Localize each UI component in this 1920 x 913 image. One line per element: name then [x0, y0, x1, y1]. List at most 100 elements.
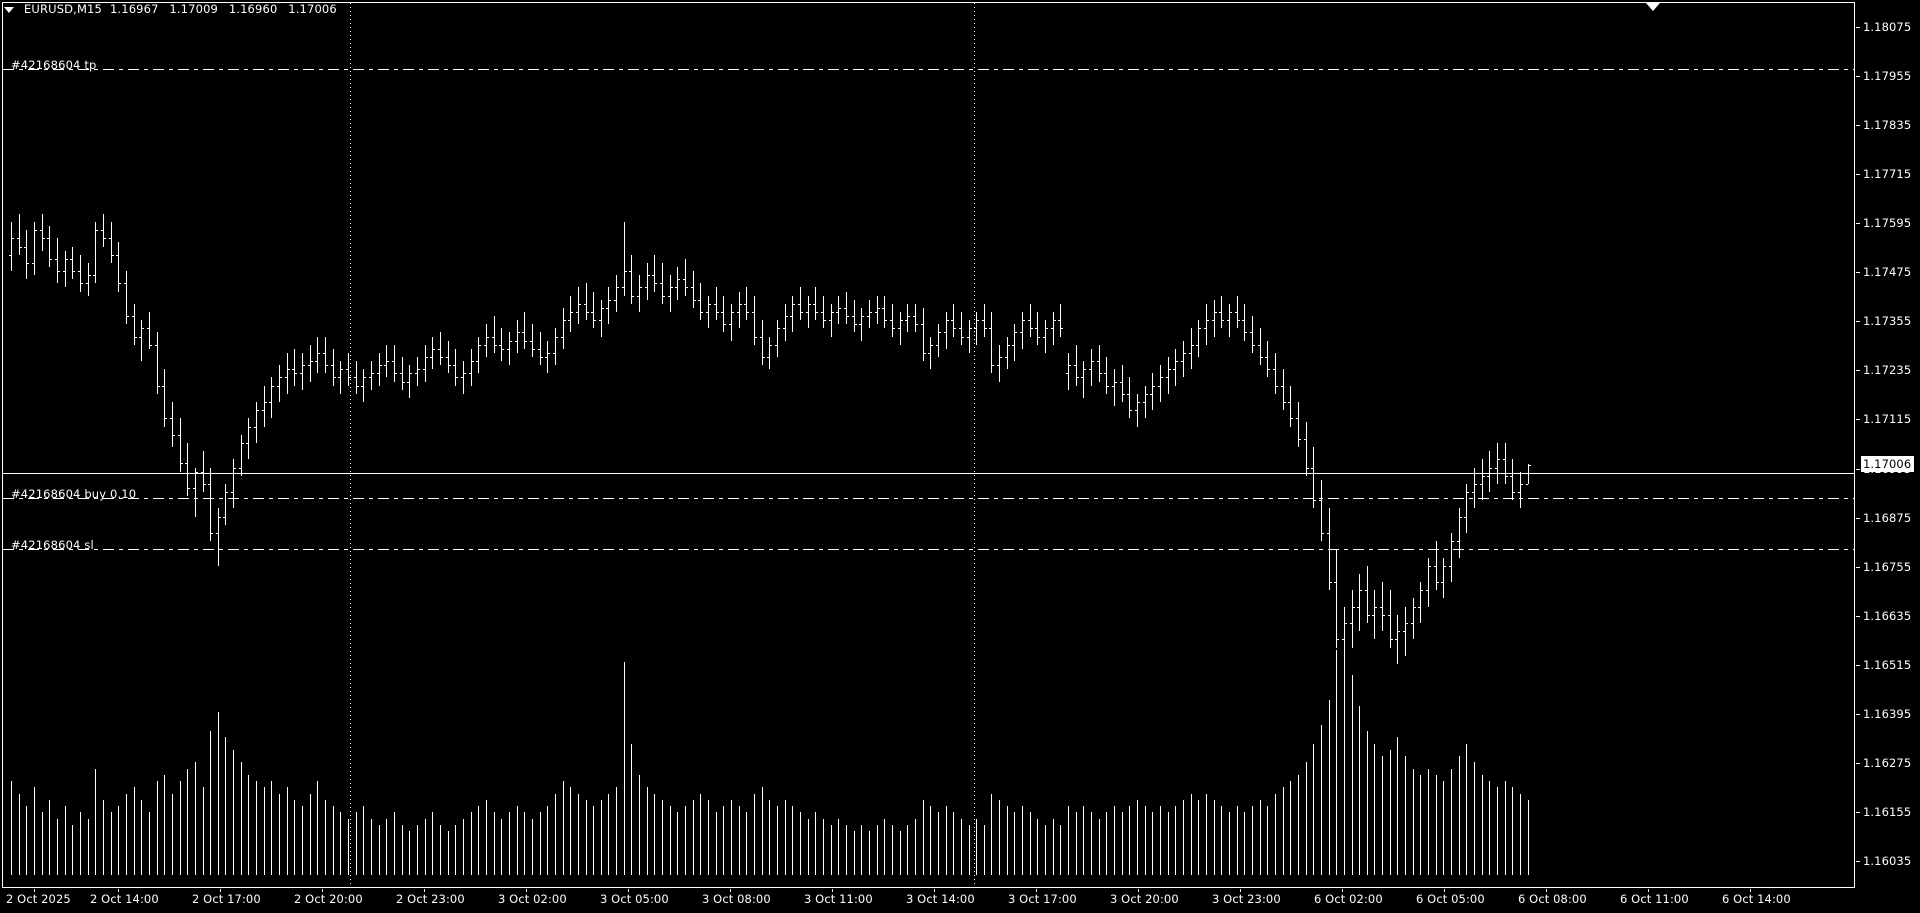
volume-bar — [1083, 806, 1085, 875]
volume-bar — [79, 812, 81, 875]
bar-close-tick — [1145, 393, 1148, 395]
volume-bar — [708, 799, 710, 875]
volume-bar — [317, 781, 319, 875]
volume-bar — [1091, 812, 1093, 875]
bar-open-tick — [16, 238, 19, 240]
bar-high-low — [256, 402, 258, 443]
bar-open-tick — [254, 426, 257, 428]
volume-bar — [18, 793, 20, 875]
bar-close-tick — [1069, 365, 1072, 367]
price-scale[interactable]: 1.18075 1.17955 1.17835 1.17715 1.17595 1.174… — [1856, 2, 1920, 888]
entry-line[interactable] — [3, 498, 1854, 499]
bar-high-low — [1466, 483, 1468, 533]
bar-high-low — [723, 295, 725, 333]
bar-high-low — [309, 344, 311, 382]
price-tick — [1856, 615, 1860, 617]
bar-close-tick — [1298, 438, 1301, 440]
volume-bar — [907, 824, 909, 875]
volume-bar — [1351, 674, 1353, 875]
bar-close-tick — [1505, 475, 1508, 477]
entry-label[interactable]: #42168604 buy 0.10 — [11, 487, 137, 501]
bar-close-tick — [877, 307, 880, 309]
volume-bar — [1366, 731, 1368, 875]
bar-close-tick — [463, 373, 466, 375]
volume-bar — [1428, 768, 1430, 875]
bar-high-low — [547, 340, 549, 374]
bar-high-low — [56, 238, 58, 284]
volume-bar — [769, 799, 771, 875]
ohlc-readout: 1.16967 1.17009 1.16960 1.17006 — [110, 2, 344, 16]
bar-close-tick — [142, 328, 145, 330]
bar-close-tick — [892, 328, 895, 330]
time-label: 3 Oct 17:00 — [1008, 892, 1077, 906]
bar-high-low — [631, 254, 633, 304]
price-tick — [1856, 173, 1860, 175]
stop-loss-line[interactable] — [3, 549, 1854, 550]
bar-close-tick — [1252, 344, 1255, 346]
period-separator-1 — [350, 3, 351, 887]
time-scale[interactable]: 2 Oct 2025 2 Oct 14:00 2 Oct 17:00 2 Oct 20… — [2, 889, 1855, 913]
bar-close-tick — [111, 254, 114, 256]
bar-high-low — [968, 320, 970, 353]
price-label: 1.17955 — [1863, 68, 1912, 83]
take-profit-label[interactable]: #42168604 tp — [11, 58, 97, 72]
bar-open-tick — [1104, 373, 1107, 375]
bar-close-tick — [180, 463, 183, 465]
volume-bar — [1382, 756, 1384, 875]
bar-high-low — [141, 320, 143, 362]
bar-high-low — [102, 213, 104, 247]
bar-high-low — [210, 467, 212, 542]
bar-high-low — [1420, 582, 1422, 624]
bar-open-tick — [24, 246, 27, 248]
volume-bar — [1129, 806, 1131, 875]
bar-high-low — [761, 320, 763, 366]
take-profit-line[interactable] — [3, 69, 1854, 70]
bar-high-low — [1474, 467, 1476, 509]
bar-high-low — [394, 344, 395, 382]
bar-open-tick — [514, 340, 517, 342]
bar-high-low — [654, 254, 656, 292]
bar-close-tick — [264, 402, 267, 404]
bar-high-low — [861, 307, 863, 341]
bar-close-tick — [762, 357, 765, 358]
bar-close-tick — [1107, 385, 1110, 387]
bar-high-low — [49, 226, 51, 267]
bar-high-low — [378, 352, 380, 386]
triangle-down-icon[interactable] — [4, 6, 14, 13]
bar-open-tick — [1433, 565, 1436, 567]
current-price-line[interactable] — [3, 473, 1854, 474]
bar-close-tick — [954, 328, 957, 330]
volume-bar — [539, 812, 541, 875]
bar-open-tick — [1043, 336, 1046, 338]
bar-open-tick — [1464, 516, 1467, 518]
stop-loss-label[interactable]: #42168604 sl — [11, 538, 94, 552]
bar-open-tick — [338, 377, 341, 379]
bar-open-tick — [667, 295, 670, 297]
bar-close-tick — [961, 336, 964, 338]
bar-open-tick — [1265, 357, 1268, 358]
bar-close-tick — [1528, 465, 1531, 467]
volume-bar — [922, 799, 924, 875]
bar-open-tick — [1226, 320, 1229, 322]
volume-bar — [217, 712, 219, 875]
bar-high-low — [1305, 422, 1307, 476]
price-label: 1.16395 — [1863, 707, 1912, 722]
bar-open-tick — [1089, 369, 1092, 371]
bar-open-tick — [399, 373, 402, 375]
volume-bar — [1198, 799, 1200, 875]
chart-plot-area[interactable]: #42168604 tp #42168604 buy 0.10 #42168604 … — [2, 2, 1855, 888]
bar-close-tick — [280, 377, 283, 379]
volume-bar — [256, 781, 258, 875]
bar-open-tick — [376, 373, 379, 375]
price-label: 1.17835 — [1863, 117, 1912, 132]
bar-close-tick — [349, 377, 352, 379]
bar-close-tick — [364, 377, 367, 379]
bar-open-tick — [706, 311, 709, 313]
bar-close-tick — [1482, 475, 1485, 477]
bar-open-tick — [1158, 385, 1160, 387]
bar-open-tick — [506, 348, 509, 350]
crosshair-marker[interactable] — [1646, 3, 1660, 11]
bar-high-low — [1389, 590, 1391, 648]
volume-bar — [1389, 749, 1391, 875]
bar-close-tick — [272, 385, 275, 387]
